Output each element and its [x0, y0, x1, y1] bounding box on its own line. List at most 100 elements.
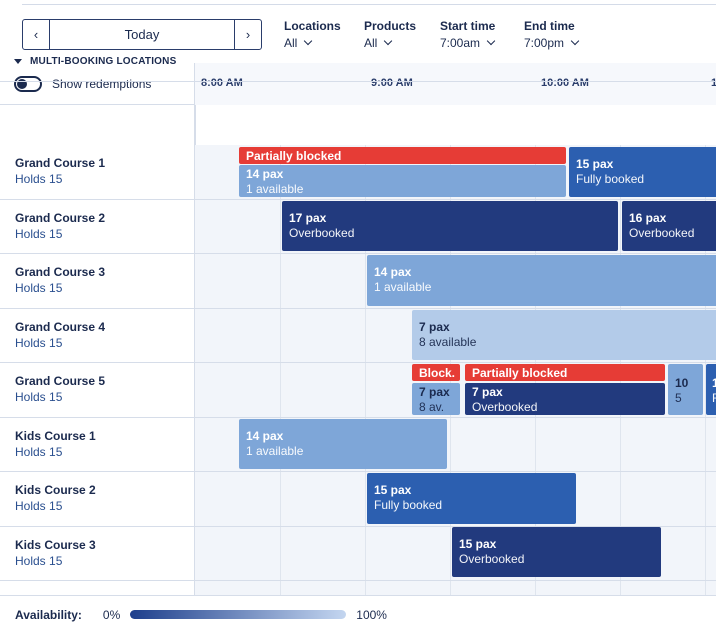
booking-block[interactable]: 14 pax 1 available	[367, 255, 716, 306]
start-time-filter[interactable]: Start time 7:00am	[440, 19, 495, 50]
blocked-bar[interactable]: Block.	[412, 364, 460, 381]
booking-block[interactable]: 14 pax 1 available	[239, 419, 447, 469]
booking-pax: 7 pax	[472, 385, 503, 399]
filter-value: All	[364, 36, 378, 50]
end-time-filter[interactable]: End time 7:00pm	[524, 19, 580, 50]
booking-pax: 14 pax	[374, 265, 412, 279]
row-divider	[0, 308, 195, 309]
booking-status: 5	[675, 391, 682, 405]
time-header: 8:00 AM 9:00 AM 10:00 AM 1	[195, 63, 716, 105]
row-divider	[195, 417, 716, 418]
legend-min: 0%	[102, 607, 121, 622]
booking-block[interactable]: 15 pax Fully booked	[367, 473, 576, 524]
booking-pax: 16 pax	[629, 211, 667, 225]
blocked-bar[interactable]: Partially blocked	[239, 147, 566, 164]
row-divider	[195, 526, 716, 527]
resource-capacity: Holds 15	[15, 281, 63, 295]
booking-pax: 1	[712, 376, 716, 390]
grid-line	[280, 145, 281, 595]
redemptions-toggle[interactable]	[14, 75, 42, 92]
booking-block[interactable]: 16 pax Overbooked	[622, 201, 716, 251]
time-tick: 1	[711, 77, 716, 89]
filter-label: Products	[364, 19, 417, 33]
next-day-button[interactable]: ›	[234, 20, 261, 49]
toggle-knob	[17, 78, 27, 89]
resource-capacity: Holds 15	[15, 499, 63, 513]
caret-down-icon	[14, 59, 22, 64]
today-button[interactable]: Today	[124, 27, 160, 42]
top-divider	[22, 4, 716, 5]
booking-status: Fully booked	[576, 172, 645, 186]
chevron-left-icon: ‹	[33, 27, 39, 42]
row-divider	[0, 471, 195, 472]
booking-pax: 15 pax	[374, 483, 412, 497]
filter-label: End time	[524, 19, 575, 33]
time-tick: 10:00 AM	[541, 77, 589, 89]
row-divider	[195, 308, 716, 309]
resource-capacity: Holds 15	[15, 445, 63, 459]
booking-status: Fully booked	[374, 498, 443, 512]
filter-label: Start time	[440, 19, 496, 33]
legend-max: 100%	[356, 607, 387, 622]
prev-day-button[interactable]: ‹	[23, 20, 50, 49]
filter-value: 7:00pm	[524, 36, 565, 50]
booking-block[interactable]: 14 pax 1 available	[239, 165, 566, 197]
booking-block[interactable]: 7 pax Overbooked	[465, 383, 665, 415]
booking-pax: 14 pax	[246, 167, 284, 181]
legend-label: Availability:	[15, 607, 82, 622]
row-divider	[195, 580, 716, 581]
booking-pax: 17 pax	[289, 211, 327, 225]
row-divider	[0, 199, 195, 200]
booking-status: Overbooked	[459, 552, 525, 566]
resource-row-label: Kids Course 3 Holds 15	[0, 537, 195, 569]
resource-capacity: Holds 15	[15, 390, 63, 404]
resource-row-label: Kids Course 2 Holds 15	[0, 482, 195, 514]
resource-capacity: Holds 15	[15, 172, 63, 186]
row-divider	[0, 580, 195, 581]
time-tick: 9:00 AM	[371, 77, 413, 89]
booking-status: Overbooked	[629, 226, 695, 240]
booking-block[interactable]: 15 pax Fully booked	[569, 147, 716, 197]
booking-pax: 15 pax	[576, 157, 614, 171]
resource-name: Kids Course 3	[15, 538, 96, 552]
resource-capacity: Holds 15	[15, 227, 63, 241]
booking-block[interactable]: 10 5	[668, 364, 703, 415]
resource-name: Grand Course 2	[15, 211, 106, 225]
chevron-right-icon: ›	[245, 27, 251, 42]
resource-column: Show redemptions	[0, 63, 195, 595]
booking-block[interactable]: 1 F	[706, 364, 716, 415]
row-divider	[195, 253, 716, 254]
resource-row-label: Grand Course 1 Holds 15	[0, 155, 195, 187]
grid-line	[705, 145, 706, 595]
resource-row-label: Grand Course 2 Holds 15	[0, 210, 195, 242]
booking-block[interactable]: 15 pax Overbooked	[452, 527, 661, 577]
date-navigator: ‹ Today ›	[22, 19, 262, 50]
availability-legend: Availability: 0% 100%	[0, 595, 716, 633]
booking-status: Overbooked	[472, 400, 538, 414]
blocked-bar[interactable]: Partially blocked	[465, 364, 665, 381]
resource-capacity: Holds 15	[15, 336, 63, 350]
locations-filter[interactable]: Locations All	[284, 19, 341, 50]
availability-gradient	[130, 610, 347, 619]
schedule-grid: Partially blocked 14 pax 1 available 15 …	[195, 145, 716, 595]
booking-block[interactable]: 7 pax 8 av.	[412, 383, 460, 415]
grid-line	[365, 145, 366, 595]
group-header[interactable]: MULTI-BOOKING LOCATIONS	[0, 42, 716, 82]
row-divider	[195, 199, 716, 200]
time-tick: 8:00 AM	[201, 77, 243, 89]
booking-status: 1 available	[374, 280, 432, 294]
row-divider	[195, 471, 716, 472]
booking-block[interactable]: 7 pax 8 available	[412, 310, 716, 360]
booking-pax: 10	[675, 376, 689, 390]
filter-label: Locations	[284, 19, 341, 33]
products-filter[interactable]: Products All	[364, 19, 416, 50]
booking-pax: 7 pax	[419, 320, 450, 334]
resource-row-label: Grand Course 3 Holds 15	[0, 264, 195, 296]
booking-pax: 14 pax	[246, 429, 284, 443]
column-divider	[195, 105, 196, 145]
toggle-label: Show redemptions	[52, 76, 152, 91]
booking-block[interactable]: 17 pax Overbooked	[282, 201, 618, 251]
row-divider	[195, 362, 716, 363]
blocked-label: Block.	[419, 366, 456, 380]
booking-pax: 15 pax	[459, 537, 497, 551]
